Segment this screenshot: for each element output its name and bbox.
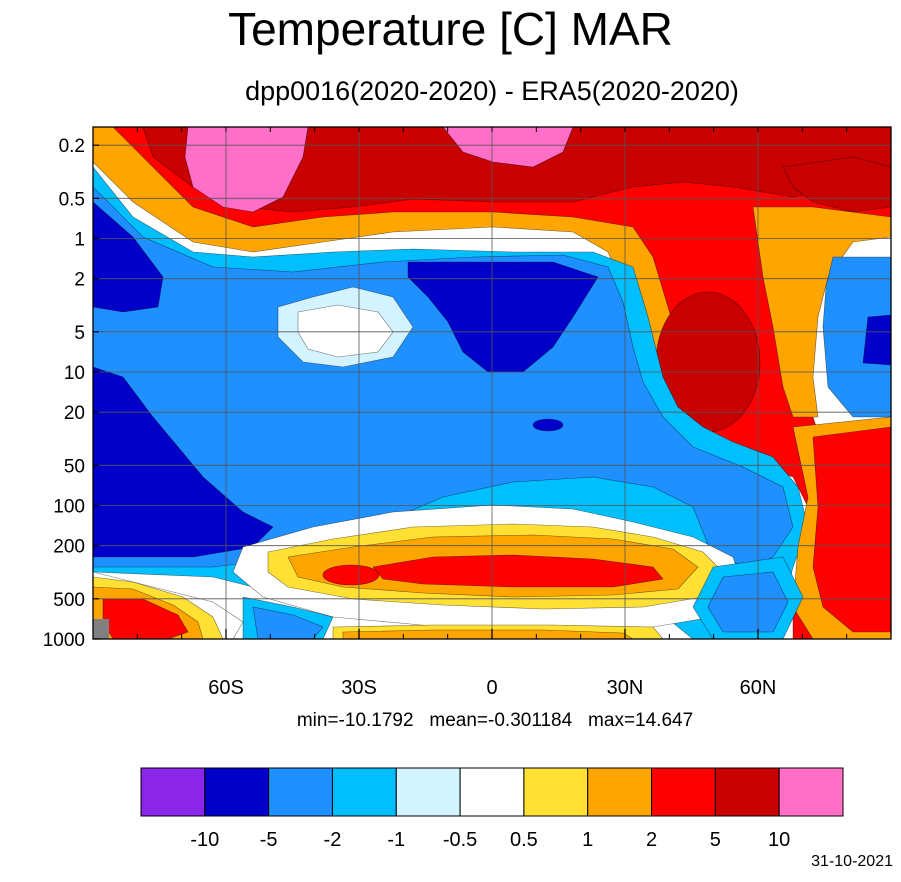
colorbar-swatch	[140, 767, 206, 817]
colorbar-swatch	[587, 767, 653, 817]
region-orange-eq-sfc	[342, 629, 634, 639]
stat-mean: mean=-0.301184	[429, 710, 573, 731]
colorbar-swatch	[331, 767, 397, 817]
y-tick-label: 0.5	[59, 189, 85, 210]
colorbar-swatch	[204, 767, 270, 817]
x-tick-label: 30N	[607, 677, 644, 699]
region-darkblue-sh-lower	[93, 366, 274, 558]
colorbar-label: -2	[324, 829, 342, 851]
region-white-sh	[297, 304, 394, 358]
region-red-trop-left	[322, 564, 380, 586]
y-tick-label: 5	[74, 323, 85, 344]
x-tick-label: 0	[486, 677, 497, 699]
region-blue-mid-sfc	[252, 606, 324, 639]
colorbar-swatch	[523, 767, 589, 817]
colorbar-label: 0.5	[510, 829, 538, 851]
region-blue-ne	[822, 256, 891, 418]
x-tick-label: 60N	[740, 677, 777, 699]
colorbar-label: -1	[387, 829, 405, 851]
chart-title: Temperature [C] MAR	[228, 3, 673, 55]
chart-subtitle: dpp0016(2020-2020) - ERA5(2020-2020)	[245, 76, 739, 106]
y-tick-label: 1	[74, 230, 85, 251]
region-pink-2	[442, 127, 574, 168]
colorbar-label: 10	[768, 829, 790, 851]
date-stamp: 31-10-2021	[811, 853, 893, 870]
y-tick-label: 10	[64, 363, 85, 384]
stat-min: min=-10.1792	[296, 710, 414, 731]
y-tick-label: 50	[64, 456, 85, 477]
y-axis: 0.2 0.5 1 2 5 10 20 50 100 200 500 1000	[43, 136, 99, 651]
x-axis: 60S 30S 0 30N 60N	[136, 127, 848, 699]
colorbar-label: -10	[190, 829, 219, 851]
y-tick-label: 500	[53, 590, 85, 611]
missing-topography	[93, 619, 109, 639]
y-tick-label: 200	[53, 537, 85, 558]
region-orange-ne	[752, 206, 891, 418]
colorbar-label: 2	[646, 829, 657, 851]
colorbar-swatch	[651, 767, 716, 817]
colorbar: -10 -5 -2 -1 -0.5 0.5 1 2 5 10	[140, 767, 844, 851]
y-tick-label: 1000	[43, 630, 85, 651]
y-tick-label: 20	[64, 403, 85, 424]
region-darkblue-ne	[862, 314, 891, 366]
region-blue	[93, 186, 794, 568]
region-red-trop	[372, 554, 664, 588]
colorbar-swatch	[714, 767, 780, 817]
y-tick-label: 100	[53, 497, 85, 518]
y-tick-label: 2	[74, 270, 85, 291]
colorbar-label: 1	[582, 829, 593, 851]
stats-line: min=-10.1792 mean=-0.301184 max=14.647	[0, 708, 901, 734]
colorbar-swatch	[395, 767, 461, 817]
colorbar-swatch	[778, 767, 844, 817]
region-blue-nh-sfc	[707, 571, 789, 633]
region-darkblue-sh-upper	[93, 201, 164, 313]
y-tick-label: 0.2	[59, 136, 85, 157]
x-tick-label: 60S	[208, 677, 244, 699]
colorbar-label: -5	[260, 829, 278, 851]
grid-lines	[93, 127, 891, 640]
stat-max: max=14.647	[588, 710, 694, 731]
region-darkblue-small	[532, 418, 564, 432]
colorbar-label: -0.5	[443, 829, 477, 851]
plot-area	[93, 127, 891, 639]
region-red-nh-low	[812, 426, 891, 633]
region-pink-1	[184, 127, 309, 213]
x-tick-label: 30S	[341, 677, 377, 699]
colorbar-label: 5	[710, 829, 721, 851]
colorbar-swatch	[459, 767, 525, 817]
colorbar-swatch	[268, 767, 333, 817]
